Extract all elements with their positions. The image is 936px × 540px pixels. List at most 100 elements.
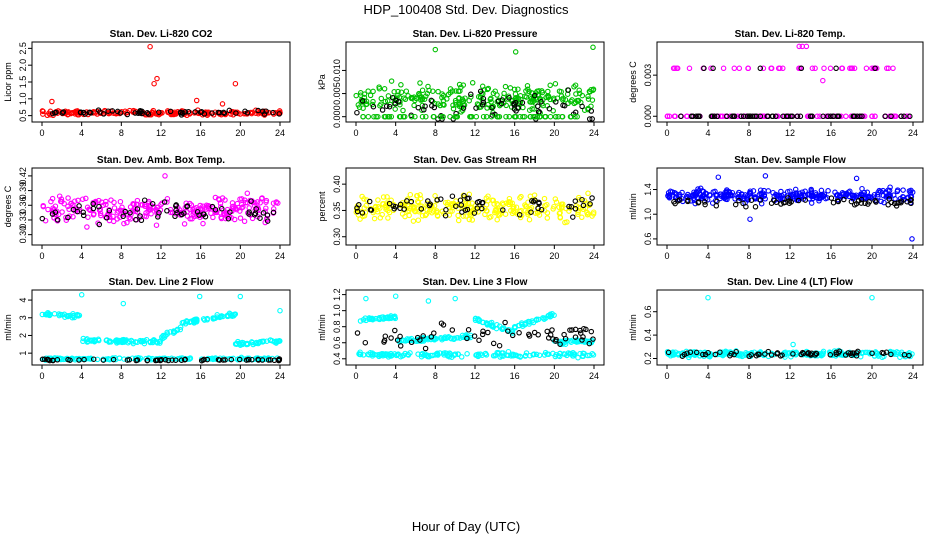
point-all (458, 109, 464, 115)
point-hourly (485, 329, 491, 336)
point-all (197, 205, 204, 212)
point-hourly (833, 351, 839, 357)
point-all (208, 210, 214, 216)
point-all (745, 350, 752, 357)
y-tick-label: 0.6 (643, 233, 653, 246)
point-all (588, 86, 594, 93)
point-hourly (438, 196, 444, 202)
point-hourly (90, 201, 96, 207)
segment-point (51, 311, 58, 317)
point-hourly (270, 209, 277, 216)
point-hourly (732, 201, 739, 208)
point-floor (454, 113, 461, 120)
point-all (526, 88, 532, 95)
point-hourly (124, 357, 131, 363)
point-hourly (172, 213, 178, 220)
point-hourly (414, 334, 421, 341)
x-tick-label: 24 (589, 128, 599, 138)
segment-point (479, 319, 486, 326)
point-floor (187, 355, 194, 362)
point-all (358, 209, 365, 215)
point-all (880, 187, 886, 194)
point-hourly (134, 206, 141, 212)
segment-point (357, 318, 364, 324)
point-all (713, 191, 719, 198)
point-hourly (538, 206, 545, 213)
point-floor (527, 352, 533, 359)
point-hourly (684, 350, 690, 356)
point-floor (452, 113, 458, 120)
point-floor (418, 351, 425, 358)
point-floor (360, 352, 367, 358)
segment-point (160, 335, 166, 342)
point-all (114, 216, 120, 222)
point-hourly (489, 104, 495, 111)
point-hourly (354, 109, 360, 116)
outlier-point (432, 46, 439, 53)
point-hourly (550, 336, 556, 342)
point-all (398, 82, 404, 88)
panel-title: Stan. Dev. Sample Flow (734, 155, 846, 166)
point-all (843, 190, 849, 197)
point-all (494, 201, 500, 207)
point-all (40, 108, 46, 115)
segment-point (218, 313, 225, 319)
point-all (371, 215, 378, 222)
point-all (103, 201, 109, 208)
point-hourly (216, 357, 223, 363)
point-all (218, 215, 225, 222)
outlier-point (151, 80, 157, 87)
y-tick-label: 1 (18, 351, 28, 356)
x-tick-label: 16 (510, 251, 520, 261)
point-hourly (587, 201, 593, 207)
point-floor (480, 113, 487, 120)
point-hourly (100, 111, 107, 117)
point-hourly (474, 205, 481, 211)
segment-point (80, 338, 86, 345)
point-level (736, 65, 743, 72)
x-tick-label: 24 (275, 251, 285, 261)
x-tick-label: 0 (664, 371, 669, 381)
y-tick-label: 0.39 (18, 182, 28, 200)
point-hourly (786, 200, 793, 206)
y-axis-label: ml/min (317, 314, 327, 341)
point-all (553, 199, 560, 205)
point-all (460, 82, 467, 88)
y-tick-label: 0.010 (332, 59, 342, 82)
point-hourly (549, 327, 555, 333)
point-all (65, 195, 71, 201)
segment-point (472, 317, 479, 324)
point-hourly (39, 215, 46, 222)
outlier-point (425, 298, 432, 304)
point-all (187, 216, 193, 222)
panel-5: Stan. Dev. Gas Stream RH percent 0 4 8 12 16 20… (317, 155, 605, 261)
point-all (908, 187, 914, 194)
x-tick-label: 0 (39, 371, 44, 381)
point-hourly (185, 108, 192, 115)
point-all (871, 192, 878, 198)
data-points (665, 173, 916, 242)
point-hourly (173, 202, 179, 208)
segment-point (177, 326, 184, 333)
point-floor (367, 350, 374, 356)
point-all (47, 111, 53, 118)
data-points (354, 293, 597, 361)
point-floor (499, 350, 505, 356)
point-all (517, 214, 524, 221)
point-floor (388, 113, 395, 120)
point-hourly (898, 199, 904, 206)
point-all (479, 83, 486, 90)
point-floor (521, 113, 528, 120)
outlier-point (869, 294, 875, 301)
x-tick-label: 20 (549, 128, 559, 138)
x-tick-label: 8 (746, 128, 751, 138)
point-all (96, 197, 102, 204)
point-hourly (885, 202, 891, 208)
segment-point (376, 316, 383, 322)
point-all (529, 90, 535, 96)
point-hourly (109, 108, 116, 114)
x-tick-label: 4 (79, 128, 84, 138)
point-all (526, 107, 533, 113)
point-hourly (762, 351, 768, 357)
point-hourly (100, 357, 107, 363)
